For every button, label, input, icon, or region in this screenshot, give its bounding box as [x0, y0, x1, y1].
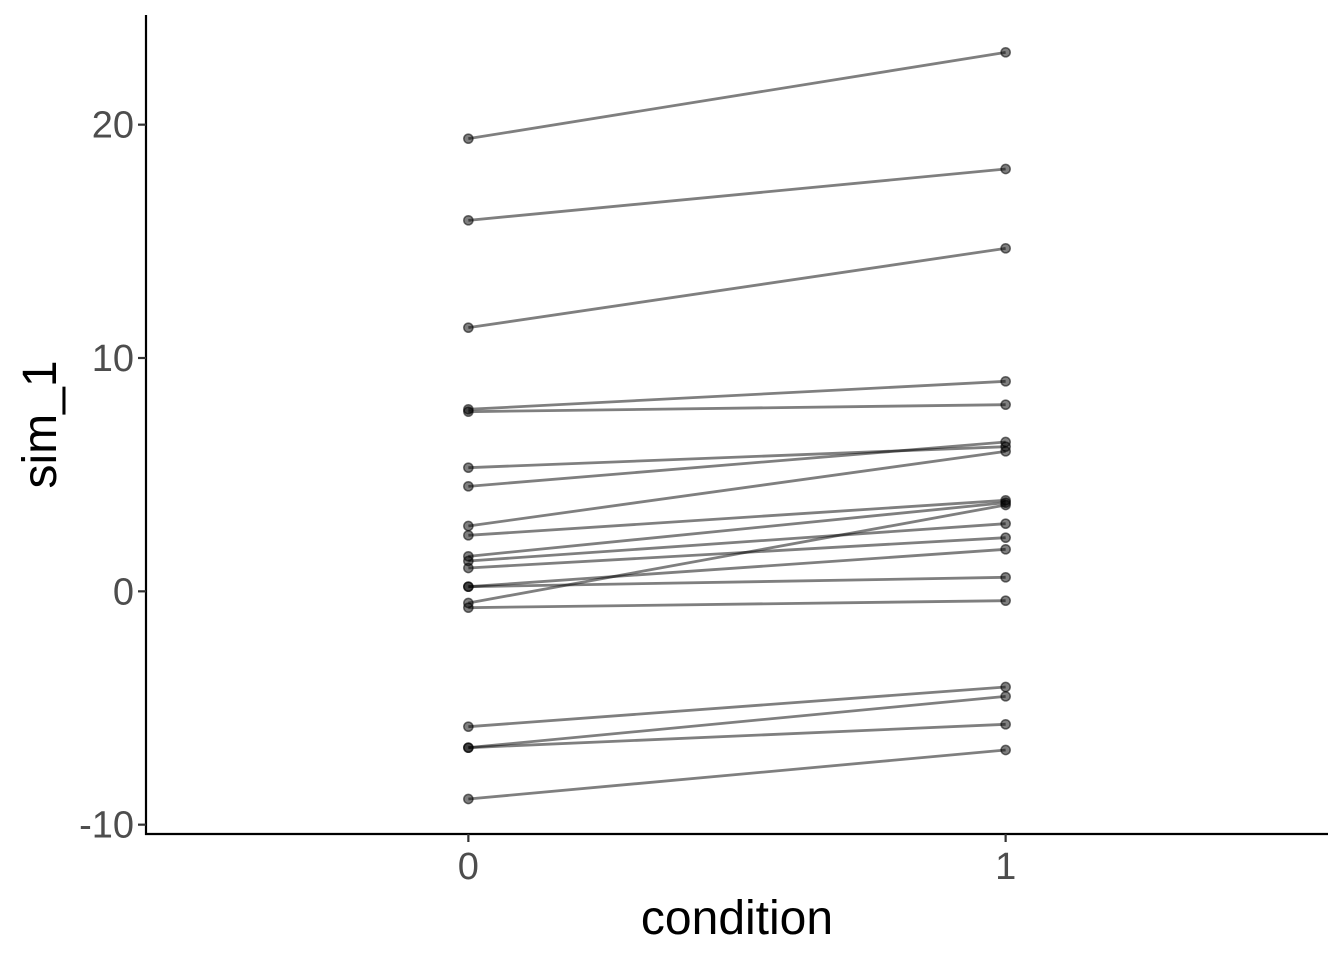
series-line-16 [468, 599, 1006, 610]
series-line-9 [468, 498, 1006, 537]
data-point-19-0 [463, 742, 474, 754]
data-point-2-0 [463, 214, 474, 226]
x-axis-title: condition [641, 892, 833, 945]
series-line-2 [468, 167, 1006, 222]
data-point-5-1 [1000, 399, 1011, 411]
data-point-15-1 [1000, 499, 1011, 511]
data-point-4-1 [1000, 375, 1011, 387]
data-point-17-0 [463, 721, 474, 733]
data-point-3-1 [1000, 242, 1011, 254]
y-tick-label: 10 [92, 338, 134, 380]
data-point-20-0 [463, 793, 474, 805]
data-point-1-0 [463, 133, 474, 145]
data-point-11-1 [1000, 518, 1011, 530]
plot-area [463, 46, 1011, 805]
series-line-4 [468, 379, 1006, 411]
data-point-2-1 [1000, 163, 1011, 175]
data-point-7-1 [1000, 436, 1011, 448]
y-tick-label: 0 [113, 571, 134, 613]
data-point-9-0 [463, 529, 474, 541]
data-point-8-0 [463, 520, 474, 532]
data-point-1-1 [1000, 46, 1011, 58]
series-line-18 [468, 694, 1006, 750]
data-point-7-0 [463, 480, 474, 492]
series-line-17 [468, 685, 1006, 729]
data-point-13-1 [1000, 543, 1011, 555]
data-point-14-0 [463, 581, 474, 593]
x-tick-label: 0 [458, 846, 479, 888]
series-line-14 [468, 575, 1006, 589]
series-line-7 [468, 440, 1006, 488]
series-line-5 [468, 403, 1006, 414]
data-point-5-0 [463, 406, 474, 418]
data-point-6-0 [463, 462, 474, 474]
x-tick-label: 1 [995, 846, 1016, 888]
series-line-15 [468, 503, 1006, 605]
data-point-12-0 [463, 562, 474, 574]
data-point-14-1 [1000, 571, 1011, 583]
y-tick-label: -10 [79, 805, 134, 847]
data-point-19-1 [1000, 718, 1011, 730]
data-point-12-1 [1000, 532, 1011, 544]
y-axis: -10 0 10 20 [79, 15, 148, 847]
series-line-20 [468, 748, 1006, 801]
data-point-16-0 [463, 602, 474, 614]
data-point-16-1 [1000, 595, 1011, 607]
data-point-18-1 [1000, 690, 1011, 702]
series-line-8 [468, 449, 1006, 528]
series-line-3 [468, 246, 1006, 330]
series-line-10 [468, 501, 1006, 558]
series-line-19 [468, 722, 1006, 750]
series-line-1 [468, 50, 1006, 141]
data-point-3-0 [463, 322, 474, 334]
y-axis-title: sim_1 [14, 360, 67, 488]
series-line-13 [468, 547, 1006, 589]
data-point-8-1 [1000, 445, 1011, 457]
data-point-17-1 [1000, 681, 1011, 693]
y-tick-label: 20 [92, 105, 134, 147]
series-line-11 [468, 522, 1006, 563]
data-point-20-1 [1000, 744, 1011, 756]
